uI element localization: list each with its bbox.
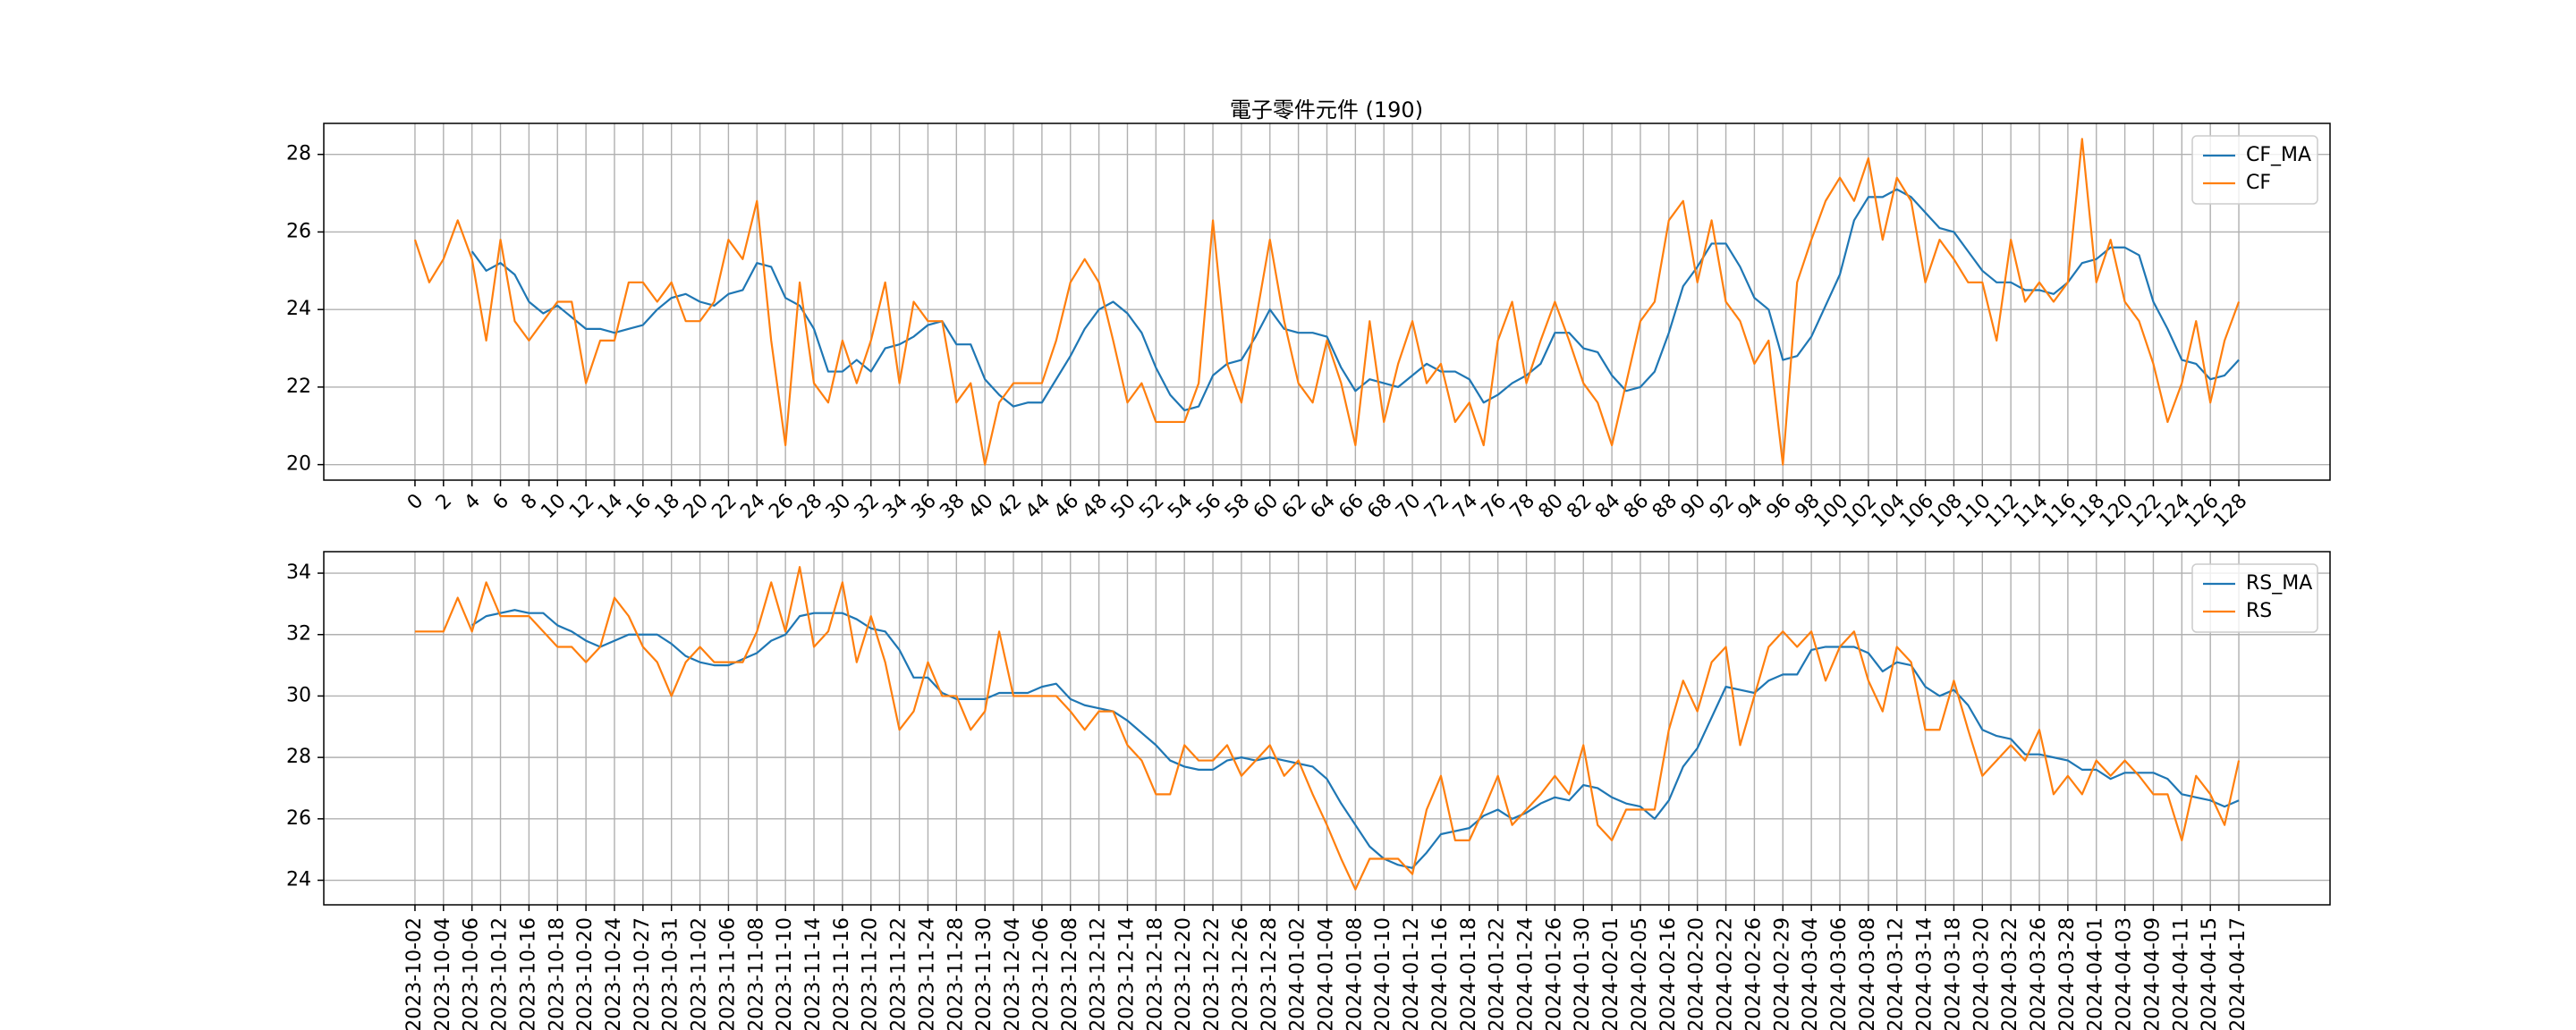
x-tick-label: 2024-02-26 <box>1742 917 1765 1030</box>
x-tick-label: 2023-11-30 <box>973 917 996 1030</box>
x-tick-label: 2024-03-06 <box>1828 917 1851 1030</box>
legend-label: RS <box>2246 600 2272 622</box>
x-tick-label: 2024-01-22 <box>1487 917 1509 1030</box>
legend-box <box>2191 563 2318 633</box>
x-tick-label: 2023-11-20 <box>860 917 882 1030</box>
x-tick-label: 2024-03-12 <box>1885 917 1908 1030</box>
legend-label: CF <box>2246 172 2271 194</box>
x-tick-label: 2024-04-17 <box>2227 917 2250 1030</box>
x-tick-label: 2023-12-18 <box>1144 917 1166 1030</box>
x-tick-label: 2024-02-29 <box>1771 917 1793 1030</box>
x-tick-label: 2024-04-11 <box>2170 917 2192 1030</box>
x-tick-label: 2023-10-04 <box>432 917 454 1030</box>
x-tick-label: 2024-03-18 <box>1942 917 1964 1030</box>
y-tick-label: 26 <box>286 807 311 830</box>
y-tick-label: 24 <box>286 298 311 320</box>
series-line <box>471 609 2240 869</box>
x-tick-label: 2023-10-31 <box>660 917 682 1030</box>
x-tick-label: 2024-03-20 <box>1970 917 1993 1030</box>
x-tick-label: 2024-01-08 <box>1343 917 1366 1030</box>
y-tick-label: 26 <box>286 220 311 242</box>
x-tick-label: 2023-10-02 <box>403 917 426 1030</box>
x-tick-label: 2023-11-16 <box>831 917 853 1030</box>
y-tick-label: 28 <box>286 746 311 768</box>
y-tick-label: 22 <box>286 376 311 398</box>
x-tick-label: 2023-12-22 <box>1201 917 1224 1030</box>
plot-frame <box>323 122 2331 481</box>
x-tick-label: 2024-01-18 <box>1458 917 1480 1030</box>
x-tick-label: 2024-04-01 <box>2085 917 2107 1030</box>
x-tick-label: 2024-01-02 <box>1287 917 1309 1030</box>
x-tick-label: 2024-02-22 <box>1715 917 1737 1030</box>
x-tick-label: 2023-12-28 <box>1258 917 1281 1030</box>
y-tick-label: 20 <box>286 453 311 476</box>
x-tick-label: 2024-04-09 <box>2141 917 2164 1030</box>
x-tick-label: 2024-03-14 <box>1914 917 1936 1030</box>
x-tick-label: 2023-11-06 <box>716 917 739 1030</box>
x-tick-label: 2024-03-08 <box>1857 917 1879 1030</box>
plot-frame <box>323 551 2331 906</box>
x-tick-label: 2023-10-20 <box>574 917 597 1030</box>
x-tick-label: 2023-10-24 <box>603 917 625 1030</box>
y-tick-label: 28 <box>286 143 311 165</box>
x-tick-label: 2024-02-05 <box>1629 917 1651 1030</box>
y-tick-label: 24 <box>286 869 311 891</box>
x-tick-label: 2023-12-20 <box>1173 917 1195 1030</box>
x-tick-label: 2023-12-06 <box>1030 917 1053 1030</box>
x-tick-label: 2023-12-08 <box>1059 917 1081 1030</box>
x-tick-label: 2024-03-28 <box>2056 917 2079 1030</box>
series-line <box>470 188 2240 412</box>
x-tick-label: 2023-10-12 <box>489 917 512 1030</box>
x-tick-label: 2023-12-14 <box>1115 917 1138 1030</box>
x-tick-label: 2023-12-04 <box>1002 917 1024 1030</box>
legend-box <box>2191 135 2318 205</box>
x-tick-label: 2024-02-01 <box>1600 917 1623 1030</box>
x-tick-label: 2023-11-14 <box>802 917 825 1030</box>
series-line <box>414 566 2241 891</box>
x-tick-label: 2023-10-18 <box>546 917 568 1030</box>
x-tick-label: 2024-01-10 <box>1372 917 1394 1030</box>
y-tick-label: 34 <box>286 561 311 584</box>
x-tick-label: 2023-11-02 <box>689 917 711 1030</box>
x-tick-label: 2024-01-24 <box>1515 917 1538 1030</box>
x-tick-label: 2024-01-26 <box>1543 917 1565 1030</box>
x-tick-label: 2023-11-24 <box>916 917 938 1030</box>
series-line <box>413 138 2241 466</box>
x-tick-label: 2023-11-22 <box>888 917 911 1030</box>
x-tick-label: 2023-12-12 <box>1088 917 1110 1030</box>
x-tick-label: 2024-01-04 <box>1316 917 1338 1030</box>
x-tick-label: 2023-11-10 <box>774 917 796 1030</box>
chart-title: 電子零件元件 (190) <box>1230 97 1423 122</box>
x-tick-label: 2024-01-12 <box>1401 917 1423 1030</box>
x-tick-label: 2024-03-26 <box>2028 917 2050 1030</box>
x-tick-label: 2023-11-08 <box>745 917 767 1030</box>
y-tick-label: 32 <box>286 623 311 646</box>
legend-label: CF_MA <box>2246 144 2311 166</box>
x-tick-label: 2024-02-16 <box>1657 917 1680 1030</box>
x-tick-label: 2024-04-15 <box>2199 917 2221 1030</box>
x-tick-label: 2023-11-28 <box>945 917 967 1030</box>
x-tick-label: 2024-01-30 <box>1572 917 1594 1030</box>
x-tick-label: 2024-03-22 <box>1999 917 2021 1030</box>
x-tick-label: 2023-12-26 <box>1230 917 1252 1030</box>
x-tick-label: 2024-03-04 <box>1800 917 1822 1030</box>
x-tick-label: 2023-10-06 <box>461 917 483 1030</box>
x-tick-label: 2024-04-03 <box>2114 917 2136 1030</box>
legend-label: RS_MA <box>2246 572 2312 595</box>
x-tick-label: 2023-10-16 <box>517 917 539 1030</box>
y-tick-label: 30 <box>286 684 311 706</box>
x-tick-label: 2024-01-16 <box>1429 917 1452 1030</box>
x-tick-label: 2023-10-27 <box>631 917 654 1030</box>
x-tick-label: 2024-02-20 <box>1686 917 1708 1030</box>
